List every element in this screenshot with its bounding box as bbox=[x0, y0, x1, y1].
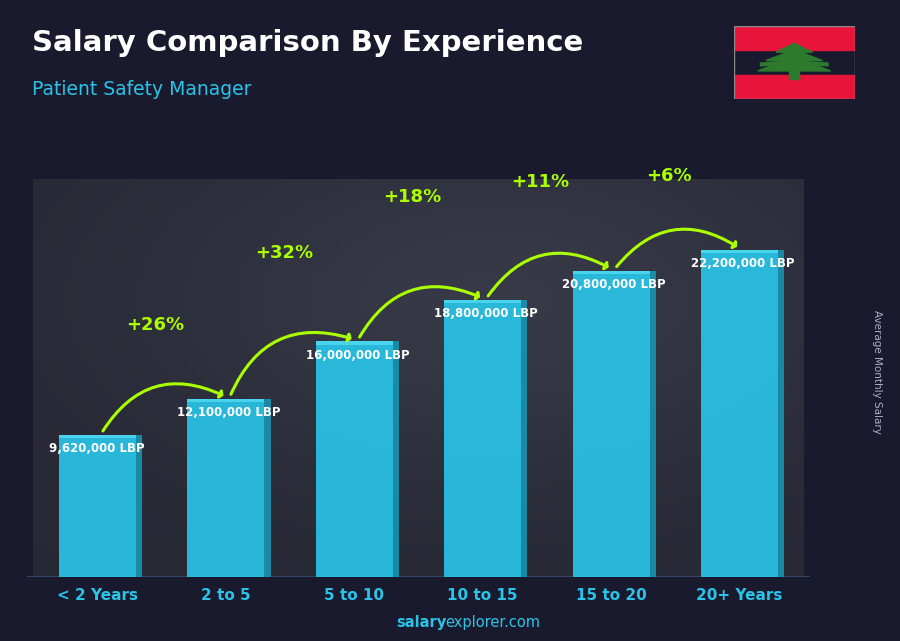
Bar bbox=[59, 435, 136, 577]
Text: 22,200,000 LBP: 22,200,000 LBP bbox=[690, 257, 794, 271]
Bar bbox=[316, 342, 392, 345]
Text: 18,800,000 LBP: 18,800,000 LBP bbox=[434, 307, 537, 320]
Bar bbox=[187, 399, 265, 402]
Polygon shape bbox=[776, 44, 813, 52]
Polygon shape bbox=[766, 49, 823, 61]
Bar bbox=[59, 435, 136, 438]
Polygon shape bbox=[758, 57, 831, 71]
Text: Average Monthly Salary: Average Monthly Salary bbox=[872, 310, 883, 434]
Bar bbox=[701, 250, 778, 577]
Text: explorer.com: explorer.com bbox=[446, 615, 541, 630]
Text: +26%: +26% bbox=[126, 315, 184, 333]
Bar bbox=[136, 435, 142, 577]
Bar bbox=[445, 300, 521, 303]
Bar bbox=[778, 250, 784, 577]
Text: salary: salary bbox=[396, 615, 446, 630]
Bar bbox=[265, 399, 271, 577]
Bar bbox=[316, 342, 392, 577]
Text: +6%: +6% bbox=[646, 167, 691, 185]
Bar bbox=[650, 271, 656, 577]
Text: +18%: +18% bbox=[383, 188, 441, 206]
Bar bbox=[521, 300, 527, 577]
Bar bbox=[734, 76, 855, 99]
Text: 16,000,000 LBP: 16,000,000 LBP bbox=[305, 349, 410, 362]
Text: 9,620,000 LBP: 9,620,000 LBP bbox=[49, 442, 144, 456]
Bar bbox=[701, 250, 778, 253]
Bar bbox=[445, 300, 521, 577]
Text: +32%: +32% bbox=[255, 244, 313, 262]
Text: Salary Comparison By Experience: Salary Comparison By Experience bbox=[32, 29, 583, 57]
Bar bbox=[392, 342, 399, 577]
Text: 12,100,000 LBP: 12,100,000 LBP bbox=[177, 406, 281, 419]
Text: 20,800,000 LBP: 20,800,000 LBP bbox=[562, 278, 666, 291]
Bar bbox=[789, 71, 799, 79]
Bar bbox=[572, 271, 650, 274]
Text: Patient Safety Manager: Patient Safety Manager bbox=[32, 80, 251, 99]
Bar bbox=[572, 271, 650, 577]
Text: +11%: +11% bbox=[511, 173, 570, 191]
Bar bbox=[734, 26, 855, 49]
Bar bbox=[187, 399, 265, 577]
